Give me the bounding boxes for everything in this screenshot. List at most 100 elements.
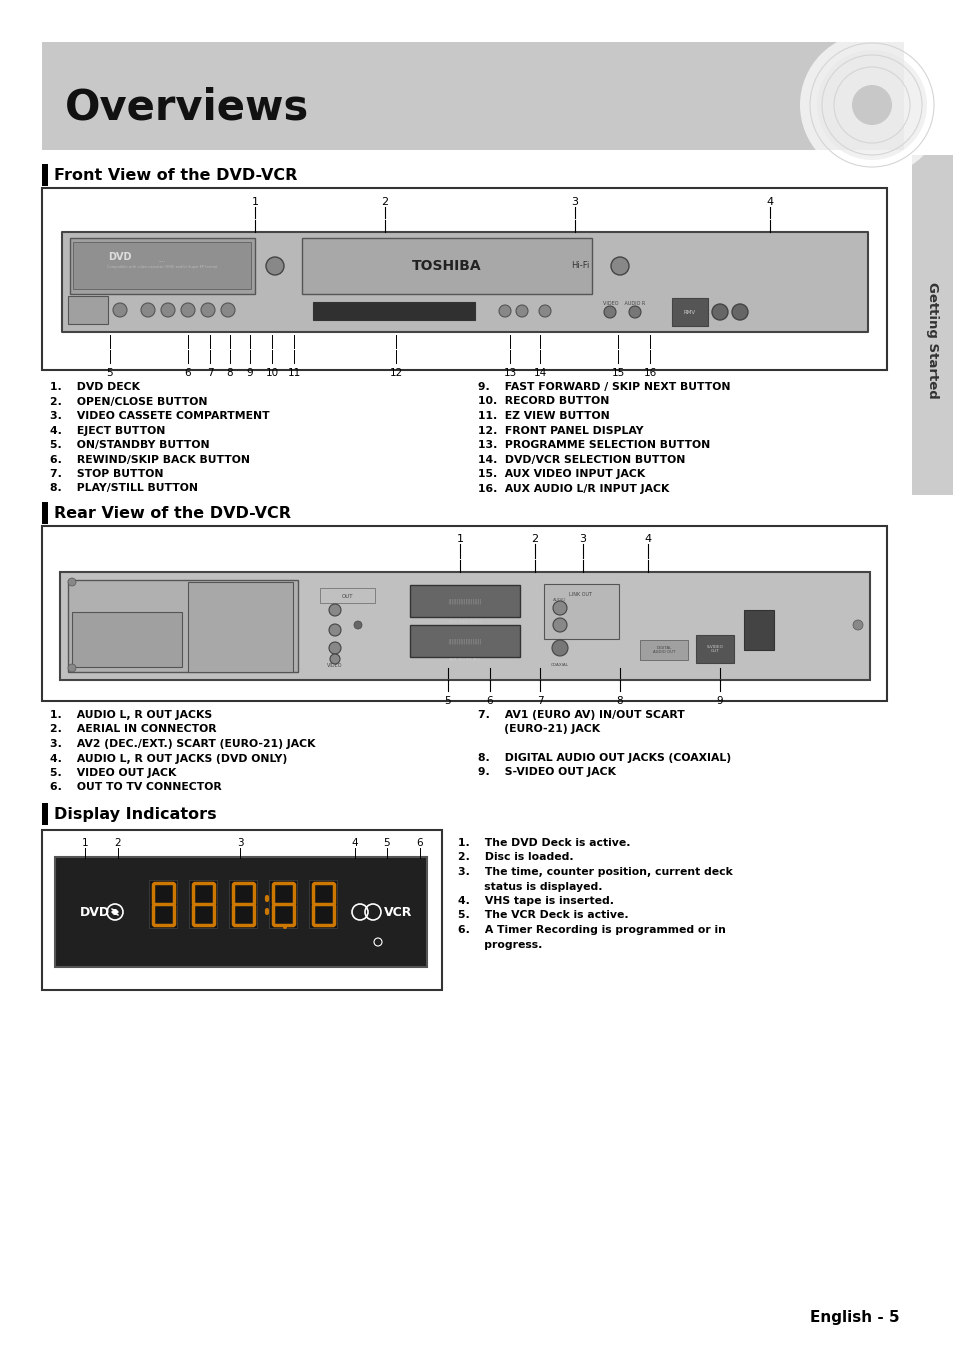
Text: 8.    PLAY/STILL BUTTON: 8. PLAY/STILL BUTTON — [50, 483, 198, 494]
Bar — [302, 237, 592, 294]
Text: Overviews: Overviews — [65, 86, 309, 128]
Circle shape — [112, 909, 118, 915]
Bar — [60, 572, 869, 680]
Circle shape — [329, 604, 340, 616]
Text: TOSHIBA: TOSHIBA — [412, 259, 481, 272]
Circle shape — [552, 639, 567, 656]
Text: status is displayed.: status is displayed. — [457, 881, 602, 892]
Text: 6: 6 — [416, 838, 423, 849]
Bar — [62, 232, 867, 332]
Text: 14: 14 — [533, 368, 546, 378]
Bar — [911, 155, 953, 495]
Text: Hi-Fi: Hi-Fi — [570, 262, 589, 271]
Text: 5: 5 — [444, 696, 451, 706]
Circle shape — [68, 664, 76, 672]
Text: 1: 1 — [456, 534, 463, 544]
Text: 1.    AUDIO L, R OUT JACKS: 1. AUDIO L, R OUT JACKS — [50, 710, 212, 720]
Text: 6.    REWIND/SKIP BACK BUTTON: 6. REWIND/SKIP BACK BUTTON — [50, 455, 250, 464]
Text: 2: 2 — [531, 534, 538, 544]
Text: 13.  PROGRAMME SELECTION BUTTON: 13. PROGRAMME SELECTION BUTTON — [477, 440, 709, 451]
Text: 5: 5 — [107, 368, 113, 378]
Circle shape — [538, 305, 551, 317]
Bar — [639, 639, 687, 660]
Text: 13: 13 — [503, 368, 517, 378]
Circle shape — [498, 305, 511, 317]
Text: 4.    EJECT BUTTON: 4. EJECT BUTTON — [50, 425, 165, 436]
Text: COAXIAL: COAXIAL — [551, 662, 568, 666]
Text: 4: 4 — [644, 534, 651, 544]
Circle shape — [603, 306, 616, 318]
Text: DIGITAL
AUDIO OUT: DIGITAL AUDIO OUT — [652, 646, 675, 654]
Text: Front View of the DVD-VCR: Front View of the DVD-VCR — [54, 167, 297, 182]
Text: 8: 8 — [616, 696, 622, 706]
Text: 2.    OPEN/CLOSE BUTTON: 2. OPEN/CLOSE BUTTON — [50, 397, 208, 406]
Bar — [309, 880, 336, 928]
Text: 7.    STOP BUTTON: 7. STOP BUTTON — [50, 469, 163, 479]
Text: 7: 7 — [537, 696, 543, 706]
Bar — [319, 588, 375, 603]
Circle shape — [329, 625, 340, 635]
Text: 1.    DVD DECK: 1. DVD DECK — [50, 382, 140, 393]
Bar — [42, 188, 886, 370]
Circle shape — [553, 618, 566, 631]
Bar — [68, 295, 108, 324]
Text: S-VIDEO
OUT: S-VIDEO OUT — [706, 645, 722, 653]
Text: 9: 9 — [247, 368, 253, 378]
Text: 16: 16 — [642, 368, 656, 378]
Circle shape — [181, 304, 194, 317]
Text: 3: 3 — [571, 197, 578, 206]
Bar — [269, 880, 296, 928]
Text: 3: 3 — [578, 534, 586, 544]
Circle shape — [141, 304, 154, 317]
Text: 1.    The DVD Deck is active.: 1. The DVD Deck is active. — [457, 838, 630, 849]
Text: OUT: OUT — [342, 594, 354, 599]
Text: DVD: DVD — [80, 905, 110, 919]
Text: 11: 11 — [287, 368, 300, 378]
Bar — [42, 526, 886, 701]
Text: 9: 9 — [716, 696, 722, 706]
Circle shape — [731, 304, 747, 320]
Circle shape — [329, 642, 340, 654]
Text: 11.  EZ VIEW BUTTON: 11. EZ VIEW BUTTON — [477, 411, 609, 421]
Text: 8: 8 — [227, 368, 233, 378]
Text: 6: 6 — [185, 368, 192, 378]
Circle shape — [711, 304, 727, 320]
Text: 4: 4 — [765, 197, 773, 206]
Text: |||||||||||||||||||: ||||||||||||||||||| — [448, 638, 481, 643]
Bar — [743, 610, 773, 650]
Text: 10: 10 — [265, 368, 278, 378]
Bar — [410, 625, 519, 657]
Text: 5.    ON/STANDBY BUTTON: 5. ON/STANDBY BUTTON — [50, 440, 210, 451]
Text: 4: 4 — [352, 838, 358, 849]
Circle shape — [516, 305, 527, 317]
Circle shape — [354, 621, 361, 629]
Text: 1: 1 — [82, 838, 89, 849]
Text: 2: 2 — [114, 838, 121, 849]
Bar — [229, 880, 256, 928]
Bar — [671, 298, 707, 326]
Bar — [55, 857, 427, 967]
Bar — [71, 612, 182, 666]
Text: 12: 12 — [389, 368, 402, 378]
Circle shape — [266, 258, 284, 275]
Text: Getting Started: Getting Started — [925, 282, 939, 398]
Bar — [42, 502, 48, 523]
Circle shape — [112, 304, 127, 317]
Text: 6: 6 — [486, 696, 493, 706]
Circle shape — [816, 50, 926, 161]
Text: VIDEO: VIDEO — [327, 662, 342, 668]
Text: 2.    AERIAL IN CONNECTOR: 2. AERIAL IN CONNECTOR — [50, 724, 216, 734]
Text: 2.    Disc is loaded.: 2. Disc is loaded. — [457, 853, 573, 862]
Circle shape — [851, 85, 891, 125]
Text: 9.    FAST FORWARD / SKIP NEXT BUTTON: 9. FAST FORWARD / SKIP NEXT BUTTON — [477, 382, 730, 393]
Circle shape — [852, 621, 862, 630]
Bar — [42, 42, 903, 150]
Text: 6.    A Timer Recording is programmed or in: 6. A Timer Recording is programmed or in — [457, 925, 725, 935]
Text: VIDEO    AUDIO R: VIDEO AUDIO R — [602, 301, 644, 306]
Text: 4.    VHS tape is inserted.: 4. VHS tape is inserted. — [457, 896, 614, 907]
Text: VCR: VCR — [383, 905, 412, 919]
Text: 8.    DIGITAL AUDIO OUT JACKS (COAXIAL): 8. DIGITAL AUDIO OUT JACKS (COAXIAL) — [477, 753, 730, 764]
Text: (EURO-21) JACK: (EURO-21) JACK — [477, 724, 599, 734]
Bar — [543, 584, 618, 639]
Text: 15.  AUX VIDEO INPUT JACK: 15. AUX VIDEO INPUT JACK — [477, 469, 644, 479]
